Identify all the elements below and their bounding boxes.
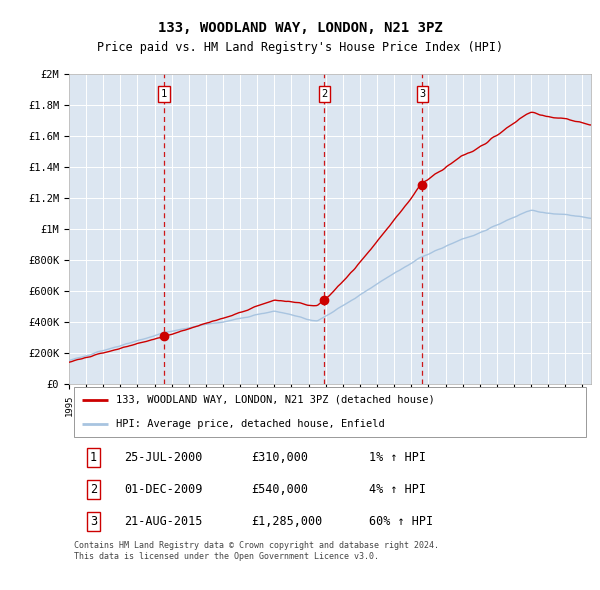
Text: 21-AUG-2015: 21-AUG-2015: [124, 515, 202, 528]
Text: 133, WOODLAND WAY, LONDON, N21 3PZ (detached house): 133, WOODLAND WAY, LONDON, N21 3PZ (deta…: [116, 395, 435, 405]
Text: 1: 1: [90, 451, 97, 464]
Text: 1: 1: [161, 89, 167, 99]
Text: 3: 3: [419, 89, 425, 99]
Text: HPI: Average price, detached house, Enfield: HPI: Average price, detached house, Enfi…: [116, 419, 385, 429]
Text: 60% ↑ HPI: 60% ↑ HPI: [369, 515, 433, 528]
Text: Price paid vs. HM Land Registry's House Price Index (HPI): Price paid vs. HM Land Registry's House …: [97, 41, 503, 54]
Text: 25-JUL-2000: 25-JUL-2000: [124, 451, 202, 464]
Text: 1% ↑ HPI: 1% ↑ HPI: [369, 451, 426, 464]
Text: 133, WOODLAND WAY, LONDON, N21 3PZ: 133, WOODLAND WAY, LONDON, N21 3PZ: [158, 21, 442, 35]
Text: £1,285,000: £1,285,000: [252, 515, 323, 528]
FancyBboxPatch shape: [74, 386, 586, 437]
Text: £310,000: £310,000: [252, 451, 309, 464]
Text: 01-DEC-2009: 01-DEC-2009: [124, 483, 202, 496]
Text: 4% ↑ HPI: 4% ↑ HPI: [369, 483, 426, 496]
Text: 2: 2: [90, 483, 97, 496]
Text: Contains HM Land Registry data © Crown copyright and database right 2024.
This d: Contains HM Land Registry data © Crown c…: [74, 542, 439, 561]
Text: 2: 2: [321, 89, 328, 99]
Text: £540,000: £540,000: [252, 483, 309, 496]
Text: 3: 3: [90, 515, 97, 528]
